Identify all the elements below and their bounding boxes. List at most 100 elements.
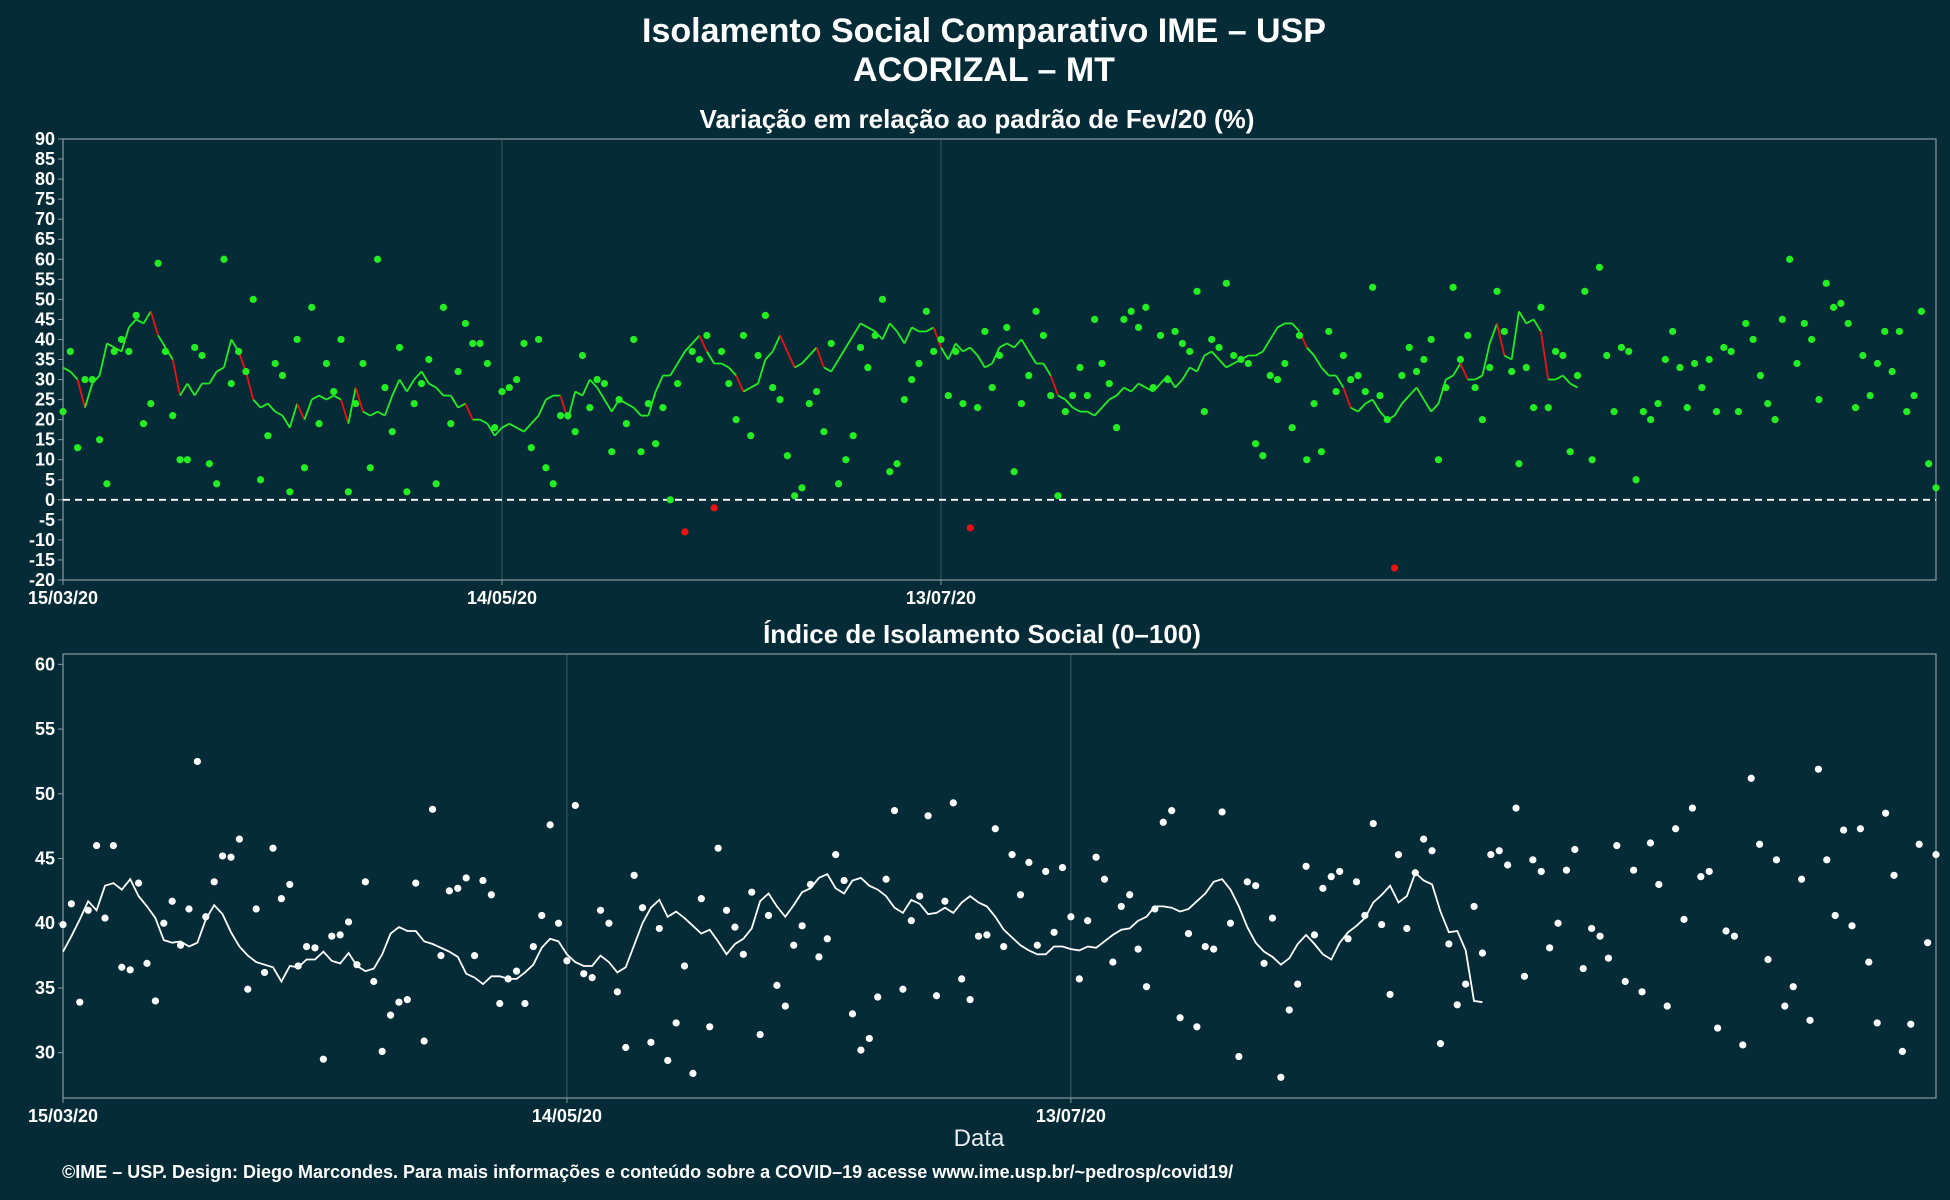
data-point (202, 913, 210, 921)
trend-segment (1569, 382, 1578, 389)
data-point (1638, 988, 1646, 996)
data-point (1126, 891, 1134, 899)
data-point (439, 303, 448, 311)
data-point (176, 941, 185, 949)
data-point (286, 488, 294, 496)
data-point (1727, 347, 1735, 356)
data-point (1178, 339, 1187, 348)
trend-segment (391, 379, 401, 396)
y-tick-label: 40 (35, 329, 55, 349)
data-point (697, 895, 705, 903)
panel-variation: -20-15-10-505101520253035404550556065707… (28, 129, 1940, 608)
data-point (218, 852, 227, 860)
data-point (1529, 856, 1537, 864)
data-point (1010, 468, 1018, 476)
data-point (126, 966, 134, 974)
data-point (546, 821, 554, 829)
data-point (168, 897, 176, 905)
trend-segment (325, 394, 335, 401)
data-point (147, 400, 155, 408)
data-point (1764, 955, 1772, 964)
data-point (1369, 283, 1377, 291)
trend-segment (1020, 338, 1030, 352)
data-point (747, 432, 755, 440)
data-point (425, 355, 433, 364)
trend-segment (750, 382, 759, 389)
data-point (1303, 456, 1311, 464)
data-point (580, 970, 588, 978)
data-point (1235, 1052, 1243, 1061)
data-point (1344, 935, 1352, 943)
data-point (1688, 804, 1697, 812)
data-point (944, 391, 952, 400)
data-point (504, 975, 512, 983)
trend-segment (157, 334, 167, 348)
data-point (256, 476, 265, 484)
data-point (454, 884, 462, 892)
data-point (470, 952, 479, 960)
data-point (673, 379, 682, 388)
data-point (1347, 375, 1355, 384)
trend-segment (940, 347, 950, 360)
data-point (710, 504, 718, 512)
trend-segment (925, 326, 935, 333)
data-point (1252, 882, 1260, 890)
trend-segment (596, 387, 606, 401)
data-point (1596, 932, 1604, 940)
data-point (1554, 919, 1562, 927)
data-point (294, 962, 302, 970)
data-point (1865, 958, 1873, 966)
data-point (915, 359, 923, 368)
data-point (805, 400, 813, 408)
data-point (932, 992, 941, 1000)
data-point (1851, 404, 1860, 412)
trend-segment (1503, 354, 1513, 361)
data-point (1493, 287, 1501, 295)
data-point (1756, 371, 1765, 380)
data-point (529, 942, 537, 951)
data-point (1522, 363, 1530, 372)
data-point (1032, 307, 1040, 315)
trend-segment (128, 318, 137, 329)
data-point (1831, 911, 1839, 920)
data-point (185, 905, 193, 913)
data-point (1739, 1041, 1747, 1049)
data-point (1924, 939, 1932, 947)
trend-segment (1525, 318, 1535, 325)
data-point (198, 351, 206, 360)
data-point (1698, 383, 1706, 392)
data-point (269, 844, 277, 852)
data-point (791, 492, 799, 500)
data-point (773, 981, 781, 989)
data-point (630, 335, 638, 344)
trend-segment (815, 347, 825, 368)
data-point (154, 259, 162, 267)
data-point (1405, 343, 1413, 352)
data-point (344, 488, 352, 496)
data-point (1222, 279, 1230, 287)
data-point (1390, 564, 1399, 572)
trend-segment (537, 399, 547, 417)
trend-segment (1093, 407, 1103, 417)
data-point (622, 1043, 630, 1052)
trend-segment (1006, 342, 1015, 349)
data-point (1856, 825, 1865, 833)
data-point (556, 412, 565, 420)
data-point (798, 484, 806, 492)
trend-segment (1408, 386, 1418, 397)
data-point (1050, 928, 1058, 936)
y-tick-label: 30 (35, 1043, 55, 1063)
data-point (277, 895, 285, 903)
y-tick-label: 0 (45, 490, 55, 510)
data-point (1420, 355, 1428, 364)
data-point (731, 923, 739, 931)
trend-segment (362, 410, 371, 417)
y-tick-label: 5 (45, 470, 55, 490)
data-point (554, 919, 563, 927)
trend-segment (962, 346, 971, 353)
data-point (428, 805, 437, 813)
data-point (512, 967, 521, 975)
data-point (1352, 878, 1361, 886)
data-point (205, 460, 213, 468)
data-point (542, 464, 550, 472)
